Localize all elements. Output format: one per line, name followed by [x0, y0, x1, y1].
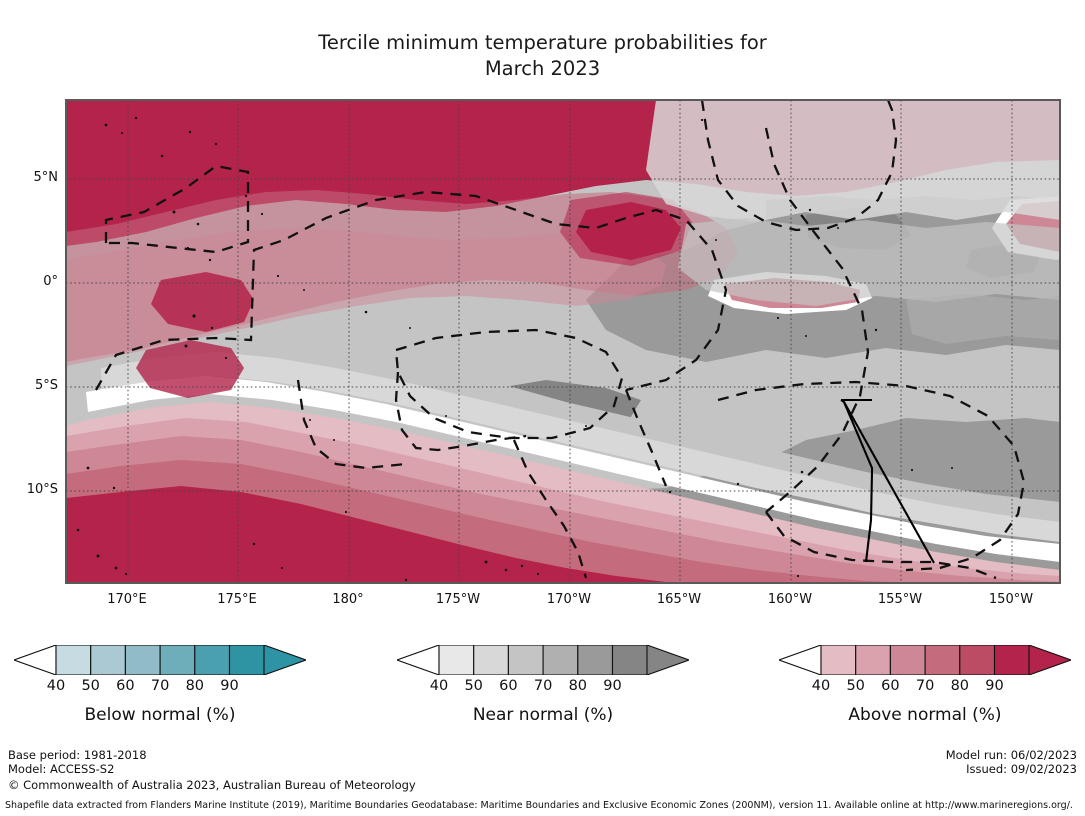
cb2-tick-40: 40 — [429, 678, 449, 694]
colorbar-above-normal-bar — [777, 644, 1073, 676]
model-text: Model: ACCESS-S2 — [8, 762, 115, 776]
cb1-tick-60: 60 — [116, 678, 135, 694]
base-period-text: Base period: 1981-2018 — [8, 748, 147, 762]
colorbar-above-normal-ticks: 40 50 60 70 80 90 — [779, 678, 1071, 698]
cb2-tick-90: 90 — [603, 678, 622, 694]
map-contour-field — [66, 100, 1060, 583]
page-title: Tercile minimum temperature probabilitie… — [0, 30, 1085, 82]
cb1-tick-70: 70 — [150, 678, 170, 694]
cb3-tick-40: 40 — [811, 678, 831, 694]
colorbar-near-normal-caption: Near normal (%) — [472, 705, 614, 725]
page-title-line1: Tercile minimum temperature probabilitie… — [318, 31, 767, 54]
x-tick-4: 170°W — [546, 592, 592, 607]
cb3-tick-80: 80 — [950, 678, 970, 694]
colorbar-above-normal-caption: Above normal (%) — [848, 705, 1002, 725]
cb2-tick-60: 60 — [499, 678, 518, 694]
shapefile-attribution-text: Shapefile data extracted from Flanders M… — [5, 800, 1073, 811]
cb3-tick-60: 60 — [881, 678, 900, 694]
colorbar-near-normal-ticks: 40 50 60 70 80 90 — [397, 678, 689, 698]
page-title-line2: March 2023 — [484, 57, 601, 80]
cb3-tick-90: 90 — [985, 678, 1004, 694]
y-tick-0: 5°N — [33, 170, 59, 185]
colorbar-under-cap — [395, 644, 440, 676]
colorbar-below-normal[interactable]: 40 50 60 70 80 90 Below normal (%) — [12, 644, 308, 725]
colorbar-near-normal-bar — [395, 644, 691, 676]
x-tick-8: 150°W — [988, 592, 1034, 607]
colorbar-over-cap — [646, 644, 691, 676]
x-tick-2: 180° — [332, 592, 364, 607]
y-tick-2: 5°S — [34, 378, 58, 393]
eez-boundaries — [95, 100, 1026, 580]
x-tick-3: 175°W — [435, 592, 481, 607]
model-run-text: Model run: 06/02/2023 — [945, 748, 1077, 762]
island-markers — [76, 116, 953, 582]
cb1-tick-80: 80 — [185, 678, 205, 694]
cb1-tick-40: 40 — [46, 678, 66, 694]
colorbar-over-cap — [1028, 644, 1073, 676]
colorbar-over-cap — [263, 644, 308, 676]
x-tick-7: 155°W — [877, 592, 923, 607]
cb1-tick-50: 50 — [81, 678, 100, 694]
x-tick-1: 175°E — [217, 592, 257, 607]
cb1-tick-90: 90 — [220, 678, 239, 694]
y-tick-1: 0° — [43, 274, 58, 289]
cb2-tick-50: 50 — [464, 678, 483, 694]
colorbar-below-normal-ticks: 40 50 60 70 80 90 — [14, 678, 306, 698]
colorbar-under-cap — [12, 644, 57, 676]
cb3-tick-70: 70 — [915, 678, 935, 694]
y-tick-3: 10°S — [26, 482, 58, 497]
colorbar-below-normal-bar — [12, 644, 308, 676]
x-tick-0: 170°E — [107, 592, 147, 607]
x-tick-5: 165°W — [656, 592, 702, 607]
colorbar-under-cap — [777, 644, 822, 676]
issued-text: Issued: 09/02/2023 — [966, 762, 1077, 776]
cb3-tick-50: 50 — [846, 678, 865, 694]
copyright-text: © Commonwealth of Australia 2023, Austra… — [8, 778, 416, 792]
cb2-tick-70: 70 — [533, 678, 553, 694]
colorbar-below-normal-caption: Below normal (%) — [84, 705, 236, 725]
cb2-tick-80: 80 — [568, 678, 588, 694]
forecast-map[interactable] — [65, 99, 1061, 584]
colorbar-near-normal[interactable]: 40 50 60 70 80 90 Near normal (%) — [395, 644, 691, 725]
x-tick-6: 160°W — [767, 592, 813, 607]
colorbar-above-normal[interactable]: 40 50 60 70 80 90 Above normal (%) — [777, 644, 1073, 725]
